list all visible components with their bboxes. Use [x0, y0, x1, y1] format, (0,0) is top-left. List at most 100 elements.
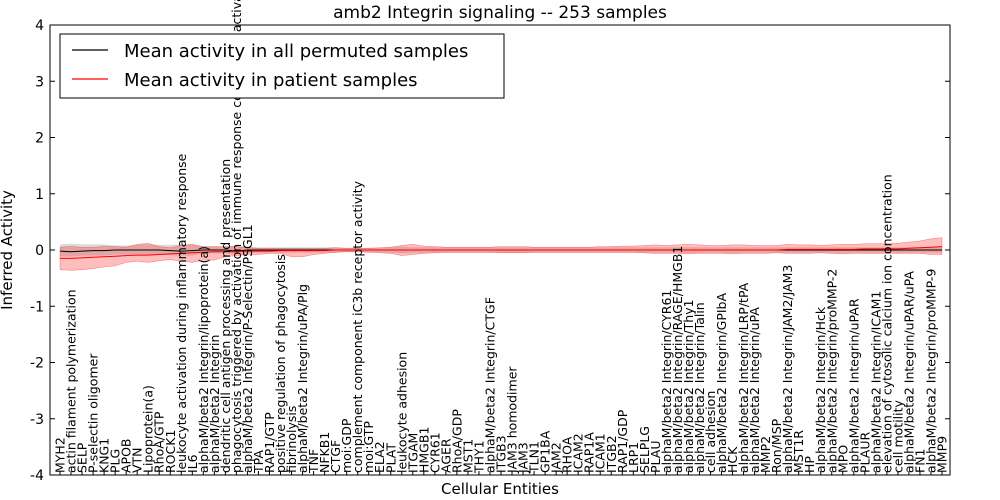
x-category-label: cell motility [890, 399, 905, 473]
y-tick-label: -2 [30, 356, 44, 372]
y-axis-label: Inferred Activity [0, 190, 16, 310]
x-category-label: alphaM/beta2 Integrin/uPA [747, 307, 762, 473]
legend: Mean activity in all permuted samples Me… [59, 33, 505, 99]
y-tick-label: 0 [35, 243, 44, 259]
x-category-label: ITGB3 [494, 435, 509, 473]
x-category-label: moi:GDP [339, 418, 354, 473]
x-category-label: MST1R [791, 430, 806, 473]
x-category-label: fibrinolysis [284, 406, 299, 473]
x-category-label: ITGB2 [604, 435, 619, 473]
x-category-label: ICAM1 [593, 433, 608, 473]
x-category-label: MYH2 [53, 437, 68, 473]
x-category-label: phagocytosis triggered by activation of … [229, 0, 244, 473]
y-axis: -4 -3 -2 -1 0 1 2 3 4 [30, 18, 950, 484]
x-category-label: RAP1/GDP [615, 409, 630, 473]
x-category-label: ROCK1 [163, 430, 178, 473]
x-category-label: alphaM/beta2 Integrin/uPAR/uPA [901, 271, 916, 473]
x-category-label: Ron/MSP [769, 418, 784, 473]
x-axis-label: Cellular Entities [441, 480, 559, 498]
x-category-label: LRP1 [626, 442, 641, 473]
x-category-label: alphaM/beta2 Integrin/ICAM1 [868, 291, 883, 473]
x-category-label: ITGAM [405, 433, 420, 473]
x-category-label: MST1 [460, 439, 475, 473]
x-category-label: alphaM/beta2 Integrin [207, 335, 222, 473]
x-category-label: complement component iC3b receptor activ… [350, 180, 365, 473]
x-category-label: VTN [130, 447, 145, 473]
y-tick-label: 1 [35, 187, 44, 203]
x-category-label: moi:GTP [361, 421, 376, 473]
x-category-label: MMP9 [935, 436, 950, 473]
x-category-label: FN1 [912, 449, 927, 474]
x-category-label: MPO [835, 445, 850, 473]
x-category-label: SELPLG [637, 426, 652, 473]
x-category-label: alphaM/beta2 Integrin/uPA/Plg [295, 284, 310, 473]
x-category-label: ELA2 [372, 441, 387, 473]
x-category-label: alphaM/beta2 Integrin/lipoprotein(a) [196, 246, 211, 473]
series-lines [59, 246, 943, 259]
y-tick-label: 2 [35, 131, 44, 147]
x-category-label: alphaM/beta2 Integrin/GPIbA [714, 293, 729, 473]
x-category-label: ICAM2 [571, 433, 586, 473]
x-category-label: MMP2 [758, 436, 773, 473]
x-category-label: alphaM/beta2 Integrin/Thy1 [681, 299, 696, 473]
x-category-label: SELP [75, 442, 90, 473]
y-tick-label: 3 [35, 74, 44, 90]
x-category-label: positive regulation of phagocytosis [273, 254, 288, 473]
x-category-label: alphaM/beta2 Integrin/uPAR [846, 298, 861, 473]
x-category-label: alphaM/beta2 Integrin/JAM2/JAM3 [780, 265, 795, 473]
x-category-label: AGER [438, 438, 453, 473]
x-category-label: alphaM/beta2 Integrin/proMMP-9 [924, 269, 939, 473]
x-category-label: HCK [725, 446, 740, 473]
x-category-label: APOB [119, 438, 134, 473]
y-tick-label: -3 [30, 412, 44, 428]
line-series-1 [60, 246, 943, 259]
x-category-label: TLN1 [527, 441, 542, 474]
legend-label-permuted: Mean activity in all permuted samples [124, 41, 468, 62]
x-category-label: PLAT [383, 443, 398, 473]
x-category-label: alphaM/beta2 Integrin/LRP/tPA [736, 282, 751, 473]
y-tick-label: -4 [30, 468, 44, 484]
x-category-label: dendritic cell antigen processing and pr… [218, 159, 233, 473]
x-category-label: TPA [251, 450, 266, 474]
x-category-label: GP1BA [538, 430, 553, 473]
x-category-label: RAP1A [582, 432, 597, 473]
x-category-label: JAM3 homodimer [505, 366, 520, 474]
legend-frame [59, 33, 505, 99]
x-category-label: PLAU [648, 441, 663, 474]
x-category-label: CTGF [328, 440, 343, 473]
confidence-bands [59, 237, 943, 271]
x-category-label: alphaM/beta2 Integrin/Hck [813, 306, 828, 473]
x-category-label: leukocyte activation during inflammatory… [174, 153, 189, 473]
x-category-label: alphaM/beta2 Integrin/Talin [692, 302, 707, 473]
x-category-label: elevation of cytosolic calcium ion conce… [879, 174, 894, 473]
x-category-label: alphaM/beta2 Integrin/RAGE/HMGB1 [670, 246, 685, 473]
x-category-label: RAP1/GTP [262, 412, 277, 473]
y-tick-label: 4 [35, 18, 44, 34]
x-category-label: actin filament polymerization [64, 289, 79, 473]
legend-label-patient: Mean activity in patient samples [124, 70, 418, 91]
x-category-label: Lipoprotein(a) [141, 385, 156, 473]
x-category-label: THY1 [471, 440, 486, 474]
x-category-label: HMGB1 [416, 427, 431, 473]
x-category-label: HP [802, 456, 817, 473]
x-category-label: leukocyte adhesion [394, 352, 409, 473]
x-category-label: P-selectin oligomer [86, 353, 101, 473]
x-category-label: TNF [306, 449, 321, 474]
x-category-label: JAM3 [516, 442, 531, 474]
x-category-label: RhoA/GDP [449, 409, 464, 473]
chart-title: amb2 Integrin signaling -- 253 samples [333, 3, 667, 23]
x-category-label: PLAUR [857, 432, 872, 473]
x-category-label: RHOA [560, 436, 575, 473]
band-series-1 [59, 237, 943, 271]
x-category-label: alphaM/beta2 Integrin/CTGF [483, 297, 498, 473]
x-category-label: alphaM/beta2 Integrin/CYR61 [659, 290, 674, 473]
x-category-label: PLG [108, 449, 123, 473]
x-category-label: alphaM/beta2 Integrin/P-Selectin/PSGL1 [240, 224, 255, 473]
x-category-label: CYR61 [427, 432, 442, 473]
x-category-label: IL6 [185, 454, 200, 473]
x-category-label: KNG1 [97, 438, 112, 473]
x-category-label: JAM2 [549, 442, 564, 474]
x-category-label: alphaM/beta2 Integrin/proMMP-2 [824, 269, 839, 473]
